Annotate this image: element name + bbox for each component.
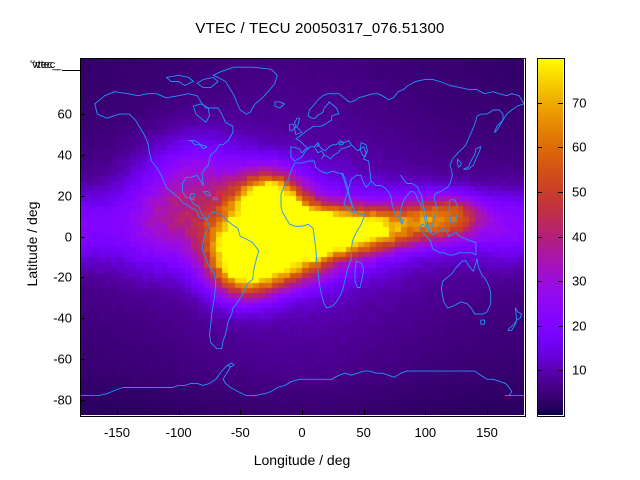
coastline-segment: [354, 260, 365, 288]
colorbar-tick-mark: [558, 102, 563, 104]
colorbar-tick-mark: [537, 325, 542, 327]
x-tick-mark: [487, 410, 488, 415]
colorbar-tick-mark: [558, 236, 563, 238]
coastline-segment: [280, 160, 366, 309]
colorbar-tick-label: 60: [572, 139, 587, 155]
colorbar-tick-mark: [558, 370, 563, 372]
coastline-overlay: [80, 66, 524, 397]
coastline-segment: [196, 76, 219, 89]
coastline-segment: [290, 140, 352, 162]
x-tick-mark: [178, 410, 180, 415]
x-tick-mark: [117, 410, 118, 415]
x-tick-label: 50: [356, 425, 371, 440]
y-tick-label: -20: [53, 269, 72, 285]
coastline-segment: [359, 142, 368, 158]
colorbar-tick-mark: [537, 281, 542, 283]
coastline-segment: [94, 103, 208, 221]
colorbar-tick-mark: [558, 325, 563, 327]
y-tick-label: 60: [57, 106, 72, 122]
y-tick-label: 40: [57, 147, 72, 163]
colorbar-tick-label: 20: [572, 318, 587, 334]
coastline-segment: [201, 211, 260, 350]
x-tick-mark: [425, 410, 427, 415]
coastline-segment: [94, 91, 234, 221]
x-tick-label: 150: [476, 425, 498, 440]
coastline-segment: [193, 103, 210, 123]
y-tick-label: -80: [53, 392, 72, 408]
y-tick-mark: [80, 358, 85, 360]
y-tick-mark: [80, 236, 85, 238]
colorbar-tick-label: 50: [572, 184, 587, 200]
colorbar-tick-mark: [537, 147, 542, 149]
coastline-segment: [370, 174, 431, 233]
coastline-segment: [343, 144, 372, 213]
key-label-front: 'vtec_: [33, 59, 62, 71]
coastline-segment: [295, 78, 524, 150]
x-tick-label: -150: [103, 425, 131, 440]
vtec-heatmap-panel[interactable]: [80, 58, 524, 415]
coastline-segment: [440, 258, 492, 315]
x-tick-label: 100: [414, 425, 437, 440]
x-tick-mark: [240, 410, 242, 415]
coastline-segment: [202, 191, 212, 197]
x-tick-label: 0: [298, 425, 306, 440]
y-tick-mark: [80, 154, 85, 156]
colorbar-tick-mark: [537, 370, 542, 372]
coastline-segment: [400, 217, 404, 225]
coastline-segment: [507, 307, 522, 331]
x-axis-label: Longitude / deg: [253, 452, 351, 468]
x-tick-label: -50: [230, 425, 250, 440]
colorbar-tick-label: 30: [572, 273, 587, 289]
colorbar-tick-label: 40: [572, 229, 587, 244]
coastline-segment: [429, 103, 524, 233]
colorbar-tick-mark: [558, 191, 563, 193]
colorbar-tick-label: 70: [572, 95, 587, 111]
y-tick-label: -40: [53, 310, 72, 326]
coastline-segment: [463, 146, 482, 170]
x-tick-mark: [363, 410, 365, 415]
y-tick-label: 0: [64, 229, 72, 244]
colorbar-tick-label: 10: [572, 362, 587, 378]
coastline-segment: [341, 172, 356, 213]
colorbar-tick-mark: [537, 236, 542, 238]
coastline-segment: [418, 223, 477, 256]
x-tick-label: -100: [165, 425, 192, 440]
key-line-sample: [62, 70, 80, 71]
colorbar-tick-mark: [537, 102, 542, 104]
coastline-segment: [188, 140, 208, 150]
y-axis-label: Latitude / deg: [24, 201, 40, 287]
y-tick-mark: [80, 277, 85, 279]
coastline-segment: [165, 74, 194, 86]
coastline-segment: [448, 199, 458, 225]
colorbar-tick-mark: [558, 147, 563, 149]
coastline-segment: [480, 319, 485, 325]
colorbar-tick-mark: [537, 191, 542, 193]
page-title: VTEC / TECU 20050317_076.51300: [195, 20, 445, 37]
coastline-segment: [274, 101, 286, 109]
y-tick-mark: [80, 195, 85, 197]
y-tick-label: 20: [57, 188, 72, 204]
coastline-segment: [80, 364, 524, 397]
coastline-segment: [289, 123, 296, 131]
y-tick-mark: [80, 318, 85, 320]
coastline-segment: [456, 158, 462, 168]
y-tick-mark: [80, 114, 85, 116]
key-label-back: 'vtec_: [30, 59, 59, 71]
vtec-heatmap-canvas: [80, 58, 524, 415]
y-tick-label: -60: [53, 351, 72, 367]
coastline-segment: [294, 117, 303, 135]
y-tick-mark: [80, 399, 85, 401]
coastline-segment: [212, 66, 278, 115]
coastline-segment: [212, 197, 219, 201]
colorbar-tick-mark: [558, 281, 563, 283]
coastline-segment: [227, 362, 235, 368]
x-tick-mark: [302, 410, 303, 415]
